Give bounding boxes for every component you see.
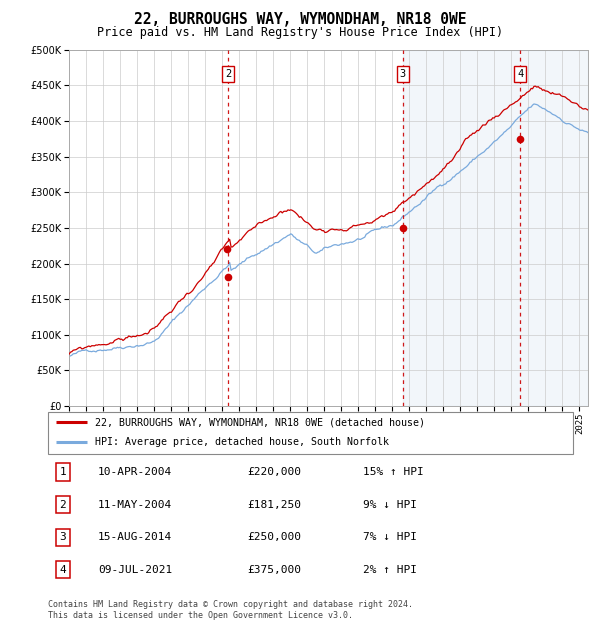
Text: 2: 2 — [59, 500, 66, 510]
FancyBboxPatch shape — [48, 412, 573, 454]
Text: 4: 4 — [517, 69, 523, 79]
Text: 4: 4 — [59, 565, 66, 575]
Text: 1: 1 — [59, 467, 66, 477]
Text: 7% ↓ HPI: 7% ↓ HPI — [363, 532, 417, 542]
Text: Price paid vs. HM Land Registry's House Price Index (HPI): Price paid vs. HM Land Registry's House … — [97, 26, 503, 39]
Text: £250,000: £250,000 — [248, 532, 302, 542]
Text: 09-JUL-2021: 09-JUL-2021 — [98, 565, 172, 575]
Text: 2: 2 — [226, 69, 232, 79]
Text: HPI: Average price, detached house, South Norfolk: HPI: Average price, detached house, Sout… — [95, 436, 389, 446]
Text: £220,000: £220,000 — [248, 467, 302, 477]
Text: 3: 3 — [400, 69, 406, 79]
Text: 22, BURROUGHS WAY, WYMONDHAM, NR18 0WE (detached house): 22, BURROUGHS WAY, WYMONDHAM, NR18 0WE (… — [95, 417, 425, 427]
Text: 2% ↑ HPI: 2% ↑ HPI — [363, 565, 417, 575]
Text: 11-MAY-2004: 11-MAY-2004 — [98, 500, 172, 510]
Text: 10-APR-2004: 10-APR-2004 — [98, 467, 172, 477]
Text: £181,250: £181,250 — [248, 500, 302, 510]
Text: £375,000: £375,000 — [248, 565, 302, 575]
Text: 15-AUG-2014: 15-AUG-2014 — [98, 532, 172, 542]
Text: 3: 3 — [59, 532, 66, 542]
Text: 9% ↓ HPI: 9% ↓ HPI — [363, 500, 417, 510]
Text: Contains HM Land Registry data © Crown copyright and database right 2024.
This d: Contains HM Land Registry data © Crown c… — [48, 600, 413, 619]
Text: 22, BURROUGHS WAY, WYMONDHAM, NR18 0WE: 22, BURROUGHS WAY, WYMONDHAM, NR18 0WE — [134, 12, 466, 27]
Bar — [403, 50, 588, 406]
Text: 15% ↑ HPI: 15% ↑ HPI — [363, 467, 424, 477]
